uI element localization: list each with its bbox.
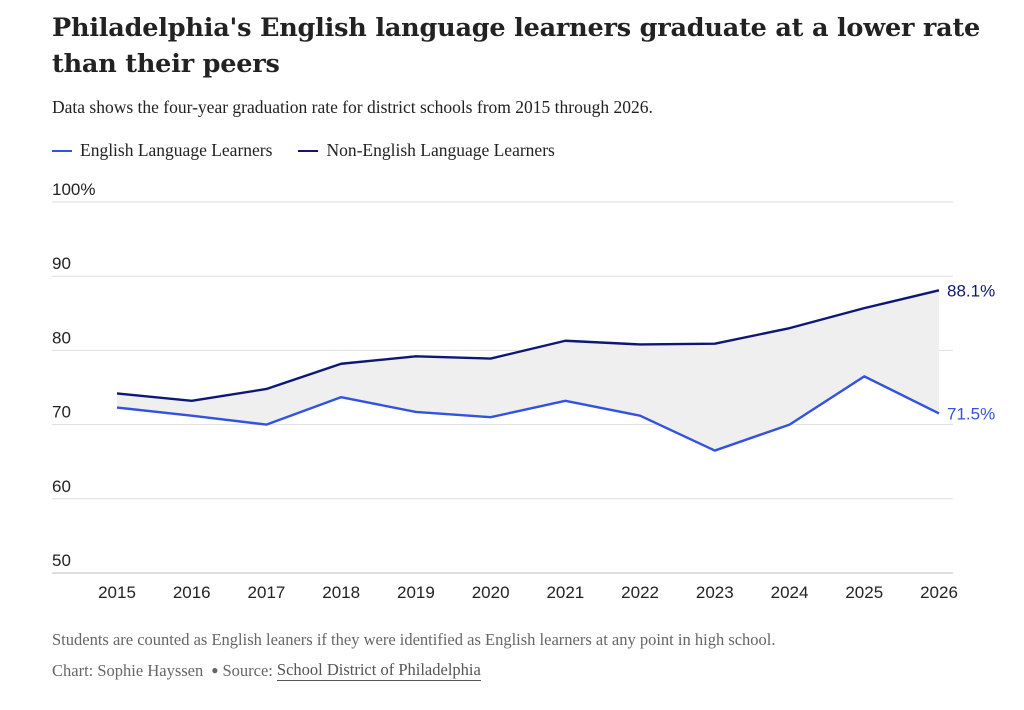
y-tick-label: 80 bbox=[52, 328, 71, 347]
legend-label-non-ell: Non-English Language Learners bbox=[326, 140, 555, 160]
x-tick-label: 2025 bbox=[845, 583, 883, 602]
x-tick-label: 2024 bbox=[771, 583, 809, 602]
x-tick-label: 2018 bbox=[322, 583, 360, 602]
gap-area bbox=[117, 290, 939, 451]
x-tick-label: 2016 bbox=[173, 583, 211, 602]
x-tick-label: 2020 bbox=[472, 583, 510, 602]
legend-swatch-non-ell bbox=[298, 149, 319, 152]
end-label-ell: 71.5% bbox=[947, 404, 995, 423]
legend: English Language Learners Non-English La… bbox=[52, 140, 581, 161]
credit-line: Chart: Sophie Hayssen ● Source: School D… bbox=[52, 660, 481, 681]
series-line-non-ell bbox=[116, 289, 940, 403]
y-tick-label: 60 bbox=[52, 477, 71, 496]
x-tick-label: 2017 bbox=[248, 583, 286, 602]
series-line-ell bbox=[116, 375, 940, 452]
x-tick-label: 2021 bbox=[546, 583, 584, 602]
x-tick-label: 2023 bbox=[696, 583, 734, 602]
legend-swatch-ell bbox=[52, 149, 72, 152]
x-tick-label: 2022 bbox=[621, 583, 659, 602]
separator-dot-icon: ● bbox=[211, 663, 219, 677]
source-link[interactable]: School District of Philadelphia bbox=[276, 660, 481, 681]
x-tick-label: 2015 bbox=[98, 583, 136, 602]
chart-subtitle: Data shows the four-year graduation rate… bbox=[52, 97, 653, 117]
y-tick-label: 50 bbox=[52, 551, 71, 570]
end-label-non-ell: 88.1% bbox=[947, 281, 995, 300]
y-tick-label: 90 bbox=[52, 254, 71, 273]
y-tick-label: 100% bbox=[52, 180, 95, 199]
legend-item-non-ell: Non-English Language Learners bbox=[298, 140, 555, 161]
legend-label-ell: English Language Learners bbox=[80, 140, 273, 160]
x-tick-label: 2019 bbox=[397, 583, 435, 602]
y-tick-label: 70 bbox=[52, 403, 71, 422]
legend-item-ell: English Language Learners bbox=[52, 140, 272, 161]
source-label: Source: bbox=[222, 660, 273, 680]
line-chart: 100% 90 80 70 60 50 71.5% 88.1% 2015 2016 2017 2018… bbox=[52, 180, 995, 602]
chart-title: Philadelphia's English language learners… bbox=[52, 13, 981, 79]
chart-credit: Chart: Sophie Hayssen bbox=[52, 660, 204, 680]
footnote: Students are counted as English leaners … bbox=[52, 630, 776, 649]
x-tick-label: 2026 bbox=[920, 583, 958, 602]
